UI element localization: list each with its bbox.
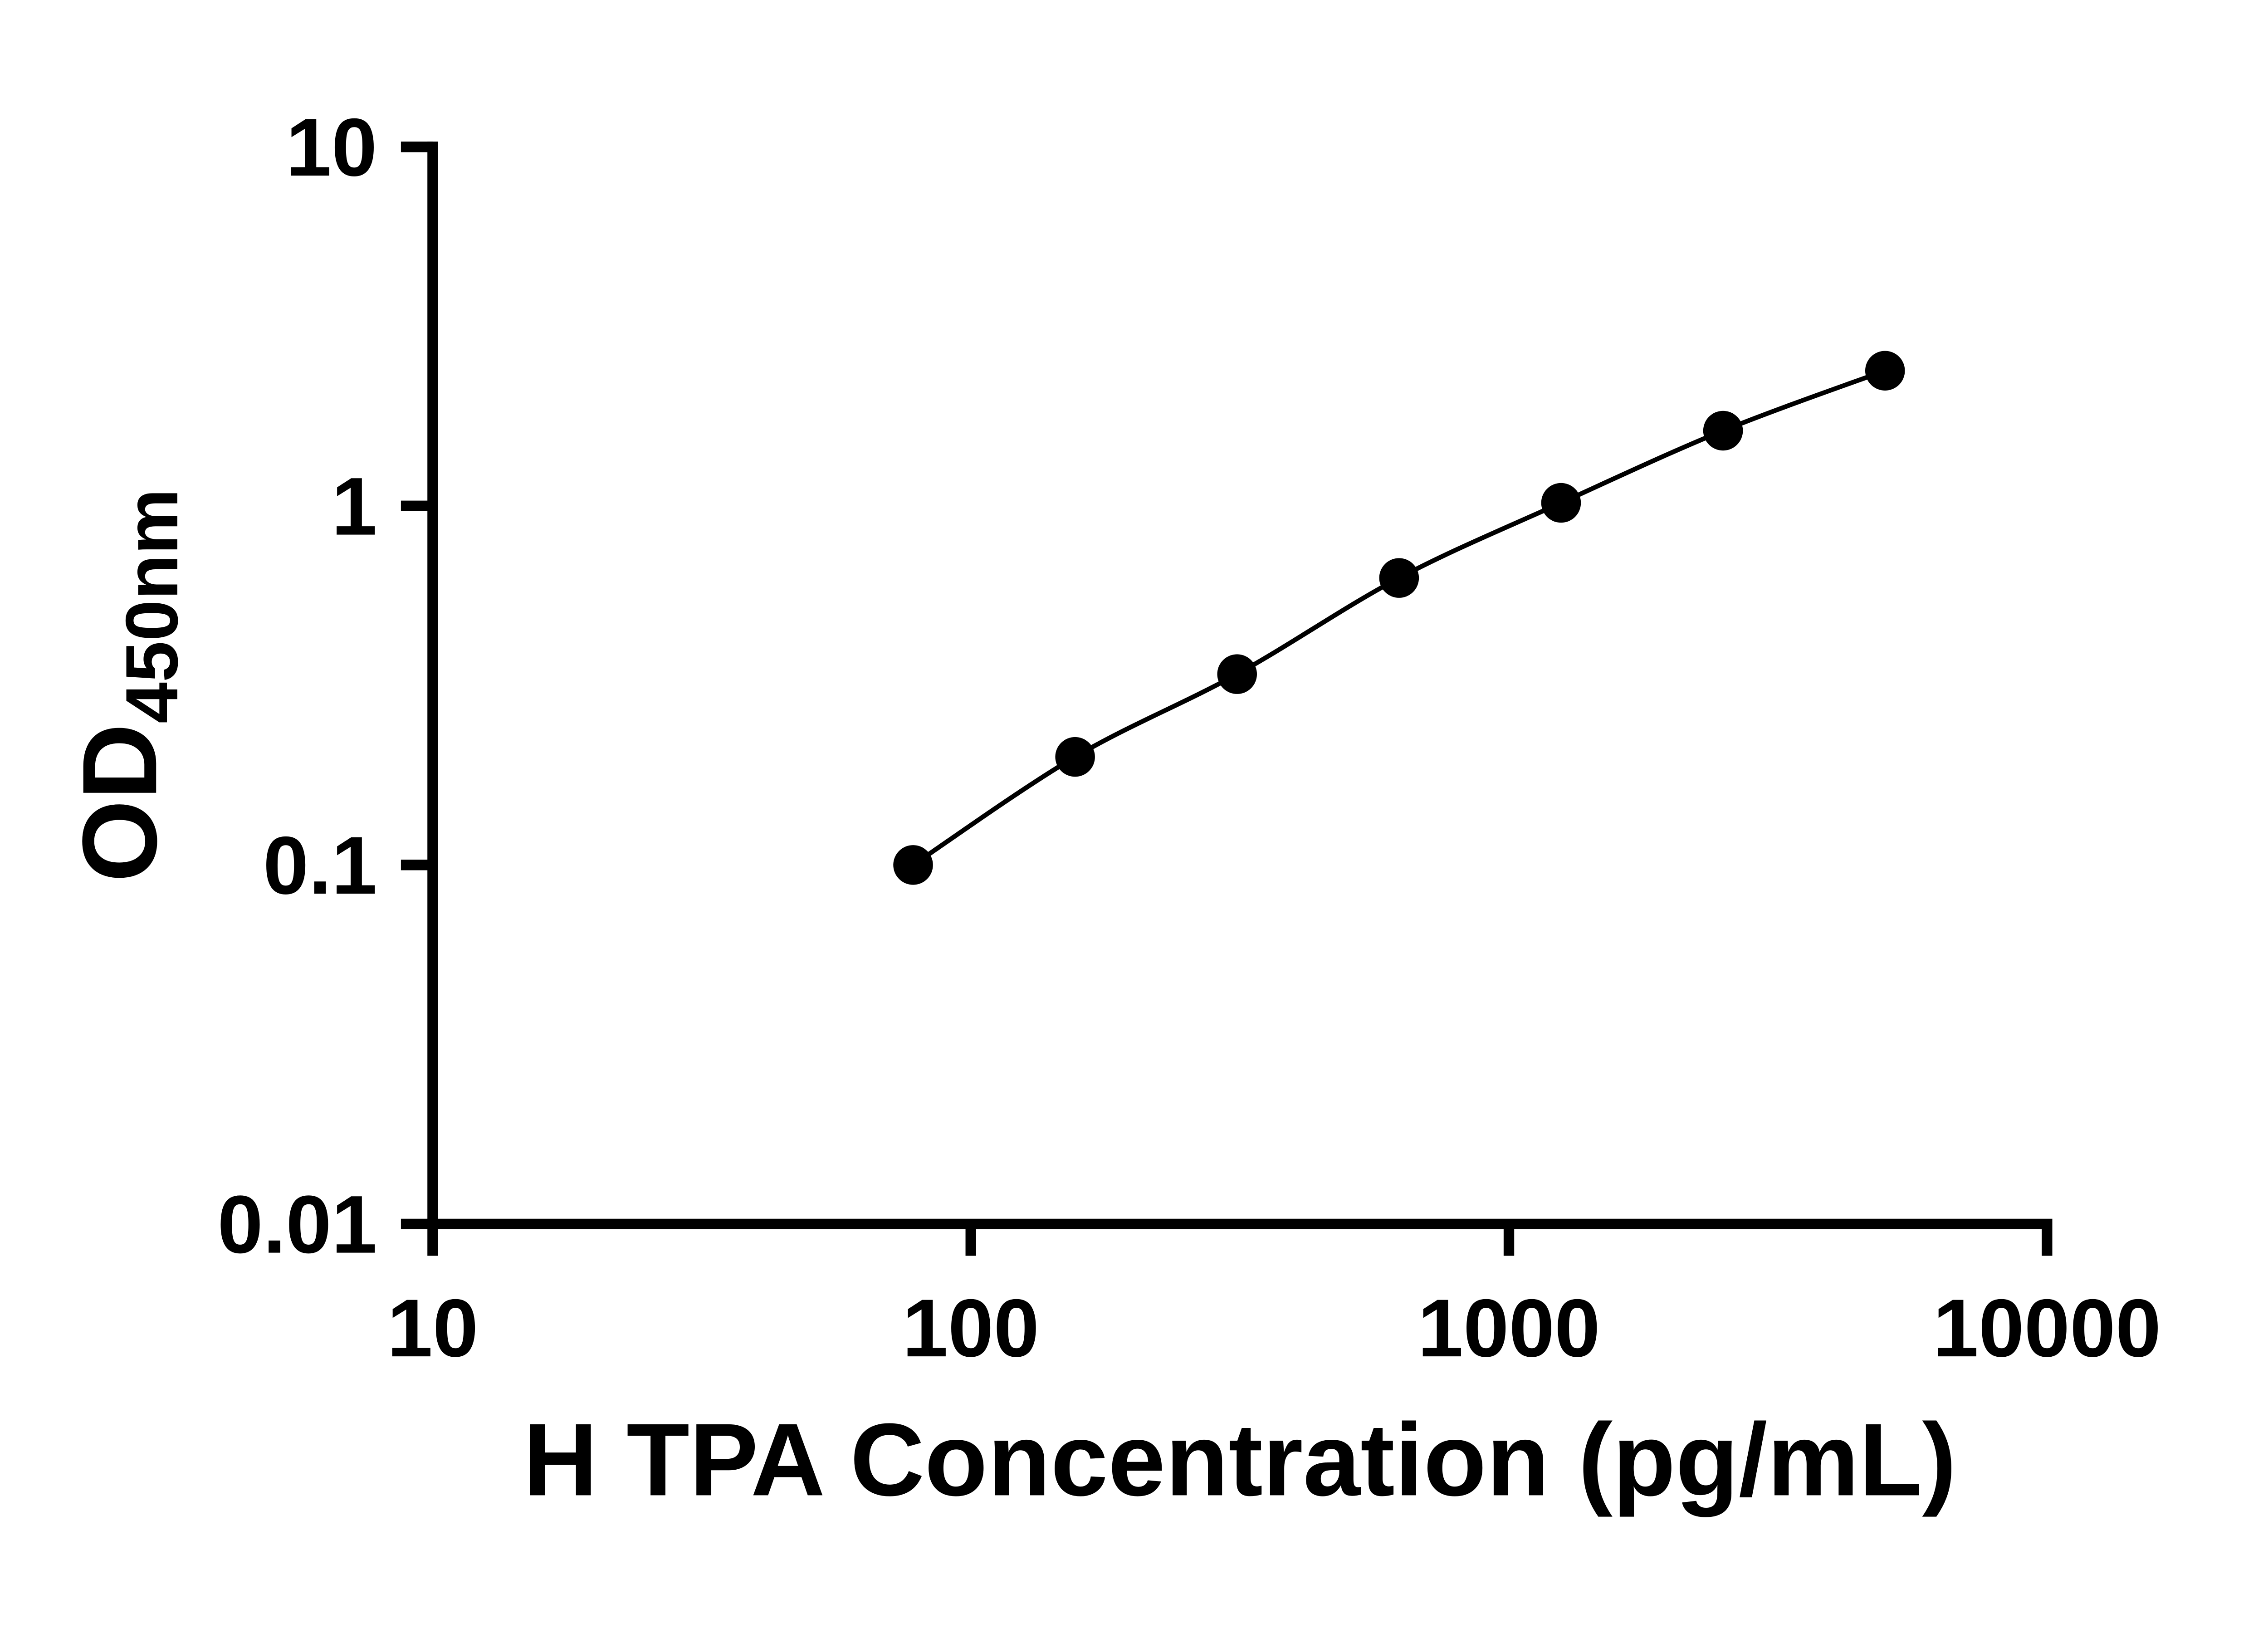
- y-axis-title-main: OD: [61, 724, 179, 882]
- data-point: [1055, 737, 1095, 777]
- data-point: [1379, 558, 1419, 598]
- data-point: [1703, 411, 1743, 451]
- x-tick-label: 10000: [1933, 1282, 2161, 1374]
- data-point: [893, 845, 933, 885]
- standard-curve-chart: 0.01 0.1 1 10 10 100 1000 10000 H TPA Concentra…: [61, 102, 2161, 1517]
- data-point: [1217, 654, 1257, 694]
- x-tick-label: 100: [902, 1282, 1039, 1374]
- standard-curve-line: [912, 368, 1886, 867]
- plot-area: 0.01 0.1 1 10 10 100 1000 10000: [217, 102, 2161, 1374]
- y-tick-label: 1: [332, 461, 377, 552]
- y-tick-label: 0.1: [263, 820, 377, 911]
- elisa-standard-curve-figure: 0.01 0.1 1 10 10 100 1000 10000 H TPA Concentra…: [61, 102, 2161, 1518]
- y-axis-title-subscript: 450nm: [110, 489, 193, 724]
- y-tick-label: 10: [286, 102, 377, 193]
- data-point: [1541, 483, 1581, 523]
- x-axis-title: H TPA Concentration (pg/mL): [523, 1402, 1957, 1517]
- x-tick-label: 1000: [1418, 1282, 1600, 1374]
- data-point: [1865, 351, 1905, 391]
- x-tick-label: 10: [387, 1282, 478, 1374]
- y-axis-title: OD450nm: [61, 489, 193, 882]
- y-tick-label: 0.01: [217, 1179, 377, 1271]
